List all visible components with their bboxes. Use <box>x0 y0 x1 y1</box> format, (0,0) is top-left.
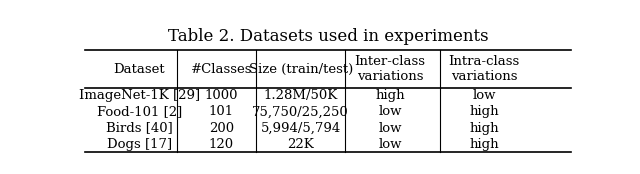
Text: 101: 101 <box>209 105 234 118</box>
Text: low: low <box>472 89 496 102</box>
Text: #Classes: #Classes <box>191 63 252 76</box>
Text: low: low <box>378 105 402 118</box>
Text: 1.28M/50K: 1.28M/50K <box>264 89 338 102</box>
Text: high: high <box>469 122 499 135</box>
Text: 200: 200 <box>209 122 234 135</box>
Text: high: high <box>375 89 405 102</box>
Text: 5,994/5,794: 5,994/5,794 <box>260 122 341 135</box>
Text: low: low <box>378 122 402 135</box>
Text: 75,750/25,250: 75,750/25,250 <box>252 105 349 118</box>
Text: Dataset: Dataset <box>114 63 165 76</box>
Text: 120: 120 <box>209 138 234 151</box>
Text: ImageNet-1K [29]: ImageNet-1K [29] <box>79 89 200 102</box>
Text: 22K: 22K <box>287 138 314 151</box>
Text: Birds [40]: Birds [40] <box>106 122 173 135</box>
Text: Size (train/test): Size (train/test) <box>248 63 353 76</box>
Text: 1000: 1000 <box>205 89 238 102</box>
Text: Food-101 [2]: Food-101 [2] <box>97 105 182 118</box>
Text: Inter-class
variations: Inter-class variations <box>355 55 426 83</box>
Text: high: high <box>469 138 499 151</box>
Text: Intra-class
variations: Intra-class variations <box>449 55 520 83</box>
Text: Dogs [17]: Dogs [17] <box>107 138 172 151</box>
Text: high: high <box>469 105 499 118</box>
Text: Table 2. Datasets used in experiments: Table 2. Datasets used in experiments <box>168 28 488 45</box>
Text: low: low <box>378 138 402 151</box>
